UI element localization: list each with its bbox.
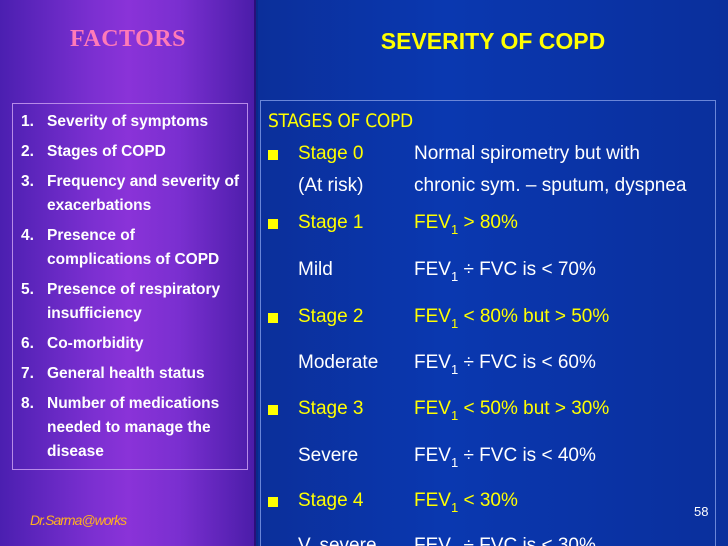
list-item: 2. Stages of COPD <box>21 140 243 164</box>
stage-row: Moderate FEV1 ÷ FVC is < 60% <box>268 352 718 378</box>
square-bullet-icon <box>268 497 278 507</box>
subscript: 1 <box>450 408 459 423</box>
left-panel <box>0 0 256 546</box>
stage-label: Moderate <box>298 352 379 373</box>
item-number: 8. <box>21 395 34 412</box>
stages-heading: STAGES OF COPD <box>268 110 413 132</box>
fev-label: FEV <box>414 490 451 511</box>
fev-label: FEV <box>414 352 451 373</box>
criteria-value: > 80% <box>458 212 518 233</box>
stage-row: Mild FEV1 ÷ FVC is < 70% <box>268 259 718 285</box>
stage-row: Stage 0 Normal spirometry but with <box>268 143 718 169</box>
subscript: 1 <box>450 500 459 515</box>
stage-label: Severe <box>298 445 359 466</box>
stage-label: Stage 0 <box>298 143 364 164</box>
criteria-value: ÷ FVC is < 30% <box>458 535 596 546</box>
stage-label: (At risk) <box>298 175 364 196</box>
subscript: 1 <box>450 269 459 284</box>
item-number: 3. <box>21 173 34 190</box>
stage-label: Stage 4 <box>298 490 364 511</box>
stage-label: Stage 2 <box>298 306 364 327</box>
fev-label: FEV <box>414 535 451 546</box>
subscript: 1 <box>450 222 459 237</box>
criteria-value: < 50% but > 30% <box>458 398 610 419</box>
item-text: Frequency and severity of exacerbations <box>47 173 240 214</box>
subscript: 1 <box>450 362 459 377</box>
stage-criteria: FEV1 ÷ FVC is < 70% <box>414 259 596 284</box>
item-number: 4. <box>21 227 34 244</box>
item-number: 1. <box>21 113 34 130</box>
stage-row: V. severe FEV1 ÷ FVC is < 30% <box>268 535 718 546</box>
list-item: 4. Presence of complications of COPD <box>21 224 243 272</box>
stage-criteria: FEV1 > 80% <box>414 212 518 237</box>
list-item: 5. Presence of respiratory insufficiency <box>21 278 243 326</box>
stage-row: Stage 2 FEV1 < 80% but > 50% <box>268 306 718 332</box>
item-text: Presence of respiratory insufficiency <box>47 281 221 322</box>
item-text: Presence of complications of COPD <box>47 227 220 268</box>
stage-row: Stage 4 FEV1 < 30% <box>268 490 718 516</box>
stage-criteria: FEV1 ÷ FVC is < 60% <box>414 352 596 377</box>
stage-criteria: FEV1 < 50% but > 30% <box>414 398 610 423</box>
author-footer: Dr.Sarma@works <box>30 512 127 528</box>
square-bullet-icon <box>268 150 278 160</box>
subscript: 1 <box>450 455 459 470</box>
item-text: Severity of symptoms <box>47 113 209 130</box>
fev-label: FEV <box>414 445 451 466</box>
stage-row: (At risk) chronic sym. – sputum, dyspnea <box>268 175 718 201</box>
item-number: 2. <box>21 143 34 160</box>
list-item: 8. Number of medications needed to manage… <box>21 392 243 464</box>
item-number: 6. <box>21 335 34 352</box>
list-item: 1. Severity of symptoms <box>21 110 243 134</box>
stage-label: Mild <box>298 259 333 280</box>
factors-title: FACTORS <box>70 26 186 52</box>
fev-label: FEV <box>414 398 451 419</box>
factors-box: 1. Severity of symptoms 2. Stages of COPD … <box>12 103 248 470</box>
item-number: 5. <box>21 281 34 298</box>
subscript: 1 <box>450 316 459 331</box>
list-item: 3. Frequency and severity of exacerbation… <box>21 170 243 218</box>
stage-label: Stage 1 <box>298 212 364 233</box>
fev-label: FEV <box>414 306 451 327</box>
item-text: Number of medications needed to manage t… <box>47 395 220 460</box>
criteria-value: ÷ FVC is < 60% <box>458 352 596 373</box>
stage-criteria: chronic sym. – sputum, dyspnea <box>414 175 687 196</box>
stage-label: Stage 3 <box>298 398 364 419</box>
criteria-value: < 80% but > 50% <box>458 306 610 327</box>
item-text: General health status <box>47 365 205 382</box>
square-bullet-icon <box>268 313 278 323</box>
fev-label: FEV <box>414 259 451 280</box>
page-number: 58 <box>694 504 709 519</box>
list-item: 7. General health status <box>21 362 243 386</box>
item-text: Co-morbidity <box>47 335 144 352</box>
item-text: Stages of COPD <box>47 143 166 160</box>
square-bullet-icon <box>268 405 278 415</box>
criteria-value: ÷ FVC is < 40% <box>458 445 596 466</box>
factors-list: 1. Severity of symptoms 2. Stages of COPD … <box>13 104 247 464</box>
stage-row: Stage 3 FEV1 < 50% but > 30% <box>268 398 718 424</box>
stage-criteria: FEV1 < 80% but > 50% <box>414 306 610 331</box>
stage-label: V. severe <box>298 535 377 546</box>
slide-title: SEVERITY OF COPD <box>380 28 606 54</box>
list-item: 6. Co-morbidity <box>21 332 243 356</box>
right-panel <box>258 0 728 546</box>
stage-row: Stage 1 FEV1 > 80% <box>268 212 718 238</box>
item-number: 7. <box>21 365 34 382</box>
fev-label: FEV <box>414 212 451 233</box>
stages-box <box>260 100 716 546</box>
stage-criteria: FEV1 ÷ FVC is < 40% <box>414 445 596 470</box>
stage-criteria: FEV1 < 30% <box>414 490 518 515</box>
square-bullet-icon <box>268 219 278 229</box>
criteria-value: ÷ FVC is < 70% <box>458 259 596 280</box>
criteria-value: < 30% <box>458 490 518 511</box>
stage-criteria: Normal spirometry but with <box>414 143 640 164</box>
stage-row: Severe FEV1 ÷ FVC is < 40% <box>268 445 718 471</box>
stage-criteria: FEV1 ÷ FVC is < 30% <box>414 535 596 546</box>
